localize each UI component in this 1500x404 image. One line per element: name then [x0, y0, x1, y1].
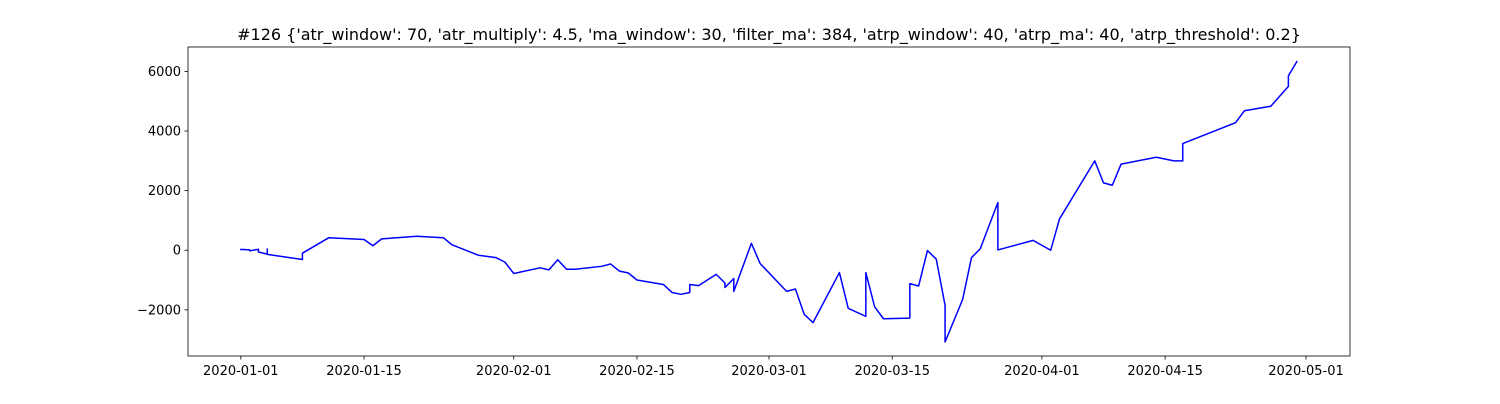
y-tick-label: 4000: [148, 125, 181, 140]
x-tick-label: 2020-05-01: [1268, 364, 1344, 379]
y-tick-label: −2000: [137, 303, 181, 318]
x-tick-label: 2020-03-15: [854, 364, 930, 379]
y-tick-label: 2000: [148, 184, 181, 199]
x-tick-label: 2020-03-01: [731, 364, 807, 379]
x-tick-label: 2020-04-15: [1127, 364, 1203, 379]
x-tick-label: 2020-02-01: [476, 364, 552, 379]
plot-frame: [187, 46, 1351, 357]
x-tick-label: 2020-01-01: [203, 364, 279, 379]
y-tick-label: 6000: [148, 65, 181, 80]
series-line: [240, 60, 1298, 343]
x-tick-label: 2020-04-01: [1004, 364, 1080, 379]
x-tick-label: 2020-01-15: [326, 364, 402, 379]
x-tick-label: 2020-02-15: [599, 364, 675, 379]
chart-title: #126 {'atr_window': 70, 'atr_multiply': …: [237, 25, 1301, 45]
y-tick-label: 0: [173, 244, 181, 259]
